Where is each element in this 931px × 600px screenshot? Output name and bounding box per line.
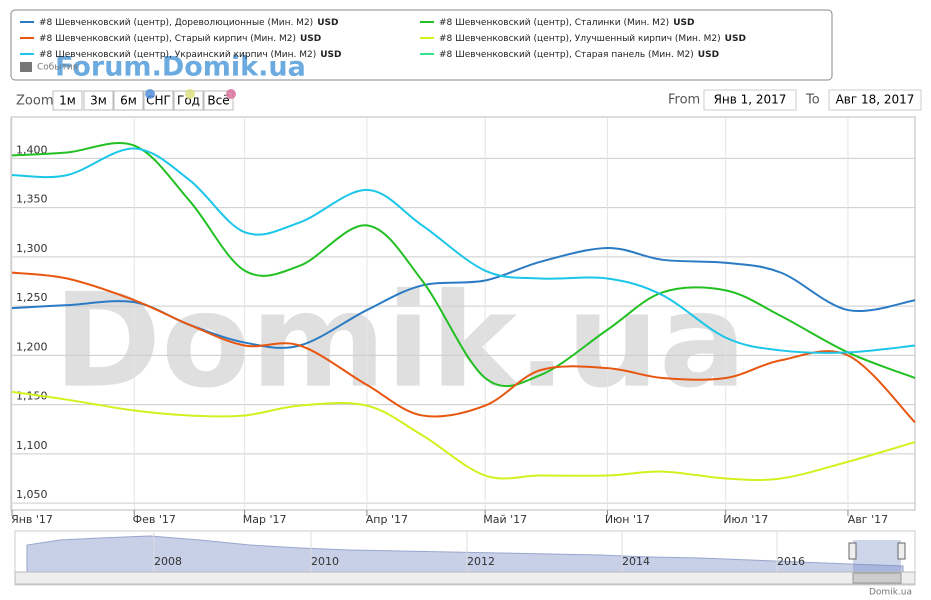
- events-symbol: [20, 62, 32, 72]
- legend-name: #8 Шевченковский (центр), Украинский кир…: [39, 50, 316, 60]
- navigator-handle[interactable]: [897, 542, 906, 560]
- from-input[interactable]: [703, 89, 797, 111]
- scrollbar[interactable]: [14, 571, 916, 585]
- y-tick-label: 1,250: [16, 291, 48, 304]
- zoom-button-label: 1м: [59, 94, 76, 108]
- legend-unit: USD: [317, 18, 338, 28]
- event-flag: [145, 89, 155, 99]
- legend-label[interactable]: #8 Шевченковский (центр), Сталинки (Мин.…: [439, 18, 694, 28]
- legend-label[interactable]: #8 Шевченковский (центр), Старая панель …: [439, 50, 719, 60]
- navigator-selection[interactable]: [853, 540, 901, 572]
- events-label[interactable]: События: [37, 63, 78, 73]
- watermark: Domik.ua: [53, 265, 746, 417]
- to-label: To: [805, 93, 820, 108]
- navigator-label: 2010: [311, 555, 339, 568]
- navigator-label: 2008: [154, 555, 182, 568]
- x-tick-label: Апр '17: [366, 513, 408, 526]
- credit[interactable]: Domik.ua: [869, 588, 912, 598]
- legend-unit: USD: [673, 18, 694, 28]
- legend-unit: USD: [300, 34, 321, 44]
- legend-label[interactable]: #8 Шевченковский (центр), Украинский кир…: [39, 50, 342, 60]
- navigator-handle[interactable]: [848, 542, 857, 560]
- y-tick-label: 1,100: [16, 439, 48, 452]
- x-tick-label: Май '17: [483, 513, 527, 526]
- zoom-button-label: 6м: [120, 94, 137, 108]
- legend-name: #8 Шевченковский (центр), Улучшенный кир…: [439, 34, 721, 44]
- x-tick-label: Авг '17: [848, 513, 888, 526]
- legend-label[interactable]: #8 Шевченковский (центр), Старый кирпич …: [39, 34, 321, 44]
- x-tick-label: Июн '17: [605, 513, 650, 526]
- legend-unit: USD: [320, 50, 341, 60]
- zoom-button[interactable]: [203, 90, 234, 111]
- plot-area: [10, 116, 916, 511]
- to-value: Авг 18, 2017: [836, 93, 915, 107]
- forum-watermark: Forum.Domik.ua: [55, 52, 306, 83]
- series-line: [11, 142, 916, 388]
- zoom-button-label: 3м: [90, 94, 107, 108]
- legend-name: #8 Шевченковский (центр), Сталинки (Мин.…: [439, 18, 669, 28]
- zoom-label: Zoom: [16, 94, 53, 109]
- from-value: Янв 1, 2017: [714, 93, 787, 107]
- navigator-label: 2012: [467, 555, 495, 568]
- series-line: [11, 271, 916, 424]
- y-tick-label: 1,400: [16, 143, 48, 156]
- zoom-button[interactable]: [83, 90, 114, 111]
- to-input[interactable]: [828, 89, 922, 111]
- navigator-label: 2014: [622, 555, 650, 568]
- zoom-button-label: Год: [177, 94, 200, 108]
- x-tick-label: Июл '17: [723, 513, 768, 526]
- y-tick-label: 1,200: [16, 340, 48, 353]
- zoom-button[interactable]: [52, 90, 83, 111]
- zoom-button-label: Всё: [207, 94, 229, 108]
- zoom-button[interactable]: [113, 90, 144, 111]
- legend-unit: USD: [698, 50, 719, 60]
- legend-name: #8 Шевченковский (центр), Старая панель …: [439, 50, 694, 60]
- legend-box: [10, 9, 833, 81]
- legend-label[interactable]: #8 Шевченковский (центр), Улучшенный кир…: [439, 34, 746, 44]
- series-line: [11, 147, 916, 354]
- x-tick-label: Мар '17: [243, 513, 287, 526]
- from-label: From: [668, 93, 700, 108]
- x-tick-label: Янв '17: [11, 513, 53, 526]
- event-flag: [226, 89, 236, 99]
- navigator-area: [26, 535, 904, 573]
- event-flag: [185, 89, 195, 99]
- navigator-label: 2016: [777, 555, 805, 568]
- y-tick-label: 1,300: [16, 242, 48, 255]
- legend-unit: USD: [725, 34, 746, 44]
- y-tick-label: 1,350: [16, 193, 48, 206]
- series-line: [11, 390, 916, 482]
- legend-name: #8 Шевченковский (центр), Дореволюционны…: [39, 18, 313, 28]
- legend-name: #8 Шевченковский (центр), Старый кирпич …: [39, 34, 296, 44]
- scrollbar-thumb[interactable]: [852, 572, 902, 584]
- x-tick-label: Фев '17: [133, 513, 176, 526]
- legend-label[interactable]: #8 Шевченковский (центр), Дореволюционны…: [39, 18, 338, 28]
- y-tick-label: 1,050: [16, 488, 48, 501]
